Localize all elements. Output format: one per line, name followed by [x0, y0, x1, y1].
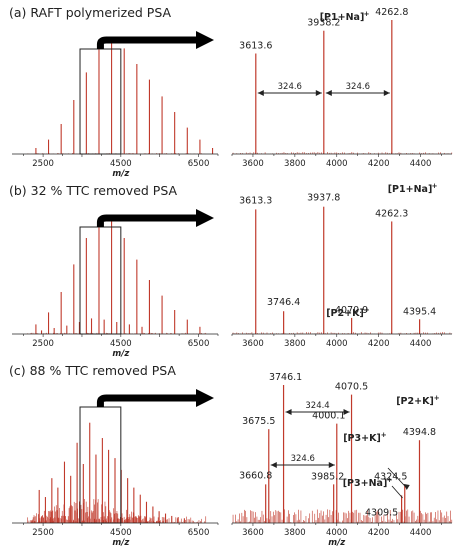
overview-tick-label: 4500: [110, 528, 132, 538]
zoom-tick-label: 4000: [326, 339, 348, 349]
zoom-tick-label: 3800: [284, 339, 306, 349]
peak-label: 3985.2: [311, 471, 344, 482]
distance-label: 324.6: [346, 82, 370, 92]
zoom-tick-label: 4200: [368, 159, 390, 169]
peak-label: 4309.5: [365, 507, 398, 518]
distance-arrow-head: [285, 409, 292, 415]
zoom-tick-label: 4400: [410, 528, 432, 538]
peak-label: 4262.8: [375, 7, 408, 18]
ion-annotation-sup: +: [381, 431, 387, 439]
zoom-noise: [232, 509, 453, 523]
distance-arrow-head: [325, 90, 332, 96]
zoom-tick-label: 3800: [284, 528, 306, 538]
ion-annotation: [P3+K]: [343, 433, 381, 444]
peak-label: 4394.8: [403, 427, 436, 438]
pointer-line: [391, 485, 403, 499]
overview-x-label: m/z: [112, 349, 129, 359]
overview-tick-label: 2500: [32, 339, 54, 349]
peak-label: 4000.1: [312, 411, 345, 422]
zoom-tick-label: 4200: [368, 339, 390, 349]
peak-label: 4324.5: [374, 471, 407, 482]
peak-label: 3613.6: [239, 41, 272, 52]
panel-b: (b) 32 % TTC removed PSA 2500 4500 6500 m/z 3…: [9, 182, 453, 359]
overview-tick-label: 2500: [32, 528, 54, 538]
pointer-head: [403, 484, 410, 490]
distance-arrow-head: [343, 409, 350, 415]
pointer-line: [387, 467, 408, 489]
ion-annotation: [P1+Na]: [388, 184, 433, 195]
distance-label: 324.6: [291, 454, 315, 464]
panel-a: (a) RAFT polymerized PSA 2500 4500 6500 m/z 3…: [9, 5, 453, 179]
panel-c: (c) 88 % TTC removed PSA 2500 4500 6500 m/z 3…: [9, 363, 453, 548]
peak-label: 3746.1: [269, 372, 302, 383]
zoom-tick-label: 4400: [410, 159, 432, 169]
zoom-arrow-head: [196, 389, 214, 407]
distance-arrow-head: [383, 90, 390, 96]
ion-annotation: [P3+Na]: [343, 478, 388, 489]
peak-label: 3938.2: [307, 18, 340, 29]
ion-annotation-sup: +: [364, 10, 370, 18]
zoom-arrow-shaft: [96, 394, 198, 407]
overview-x-label: m/z: [112, 169, 129, 179]
ion-annotation: [P2+K]: [396, 396, 434, 407]
overview-tick-label: 4500: [110, 159, 132, 169]
zoom-tick-label: 3800: [284, 159, 306, 169]
peak-label: 3937.8: [307, 193, 340, 204]
peak-label: 3613.3: [239, 195, 272, 206]
peak-label: 3746.4: [267, 297, 300, 308]
overview-x-label: m/z: [112, 538, 129, 548]
overview-tick-label: 4500: [110, 339, 132, 349]
overview-tick-label: 2500: [32, 159, 54, 169]
ion-annotation-sup: +: [434, 394, 440, 402]
peak-label: 4395.4: [403, 306, 436, 317]
peak-label: 4070.5: [335, 382, 368, 393]
zoom-tick-label: 3600: [242, 339, 264, 349]
peak-label: 4070.9: [335, 305, 368, 316]
peak-label: 3675.5: [242, 416, 275, 427]
zoom-arrow-head: [196, 209, 214, 227]
ion-annotation: [P2+K]: [326, 308, 364, 319]
panel-title: (c) 88 % TTC removed PSA: [9, 363, 176, 378]
panel-title: (b) 32 % TTC removed PSA: [9, 183, 177, 198]
distance-arrow-head: [257, 90, 264, 96]
overview-tick-label: 6500: [188, 159, 210, 169]
zoom-tick-label: 4200: [368, 528, 390, 538]
overview-tick-label: 6500: [188, 528, 210, 538]
ion-annotation-sup: +: [432, 182, 438, 190]
distance-label: 324.6: [278, 82, 302, 92]
zoom-tick-label: 3600: [242, 159, 264, 169]
peak-label: 4262.3: [375, 208, 408, 219]
ion-annotation: [P1+Na]: [320, 12, 365, 23]
zoom-x-label: m/z: [328, 538, 345, 548]
overview-noise: [27, 499, 207, 523]
zoom-arrow-shaft: [96, 214, 198, 227]
zoom-tick-label: 3600: [242, 528, 264, 538]
zoom-arrow-shaft: [96, 36, 198, 49]
distance-arrow-head: [270, 462, 277, 468]
ion-annotation-sup: +: [364, 306, 370, 314]
zoom-arrow-head: [196, 31, 214, 49]
distance-arrow-head: [328, 462, 335, 468]
distance-arrow-head: [315, 90, 322, 96]
panel-title: (a) RAFT polymerized PSA: [9, 5, 171, 20]
zoom-tick-label: 4000: [326, 159, 348, 169]
overview-tick-label: 6500: [188, 339, 210, 349]
zoom-tick-label: 4000: [326, 528, 348, 538]
ion-annotation-sup: +: [387, 476, 393, 484]
peak-label: 3660.8: [239, 470, 272, 481]
distance-label: 324.4: [305, 401, 329, 411]
zoom-tick-label: 4400: [410, 339, 432, 349]
